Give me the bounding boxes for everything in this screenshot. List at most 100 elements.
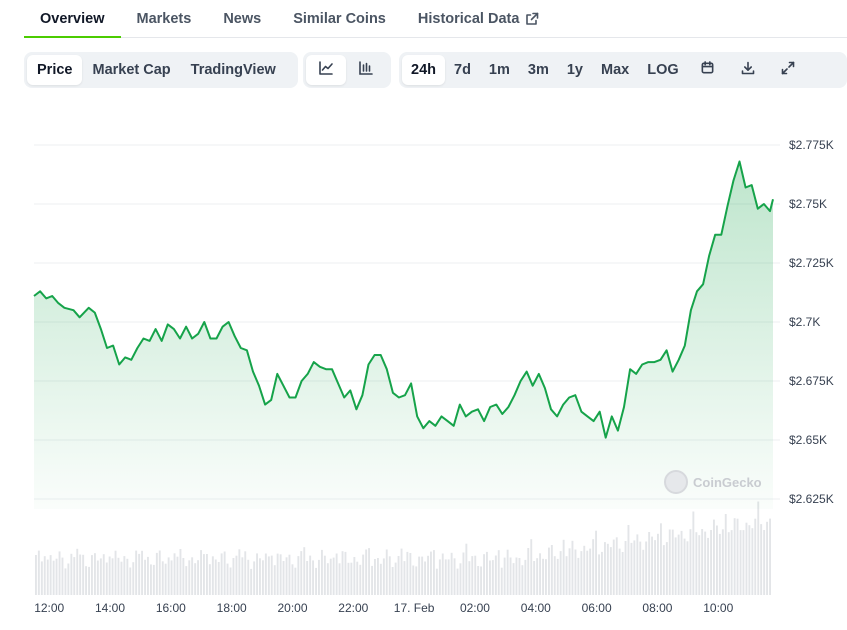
volume-bar <box>674 537 677 595</box>
volume-bar <box>618 548 621 595</box>
volume-bar <box>114 550 117 595</box>
volume-bar <box>262 560 264 595</box>
volume-bar <box>155 552 158 595</box>
line-chart-button[interactable] <box>306 55 346 85</box>
volume-bar <box>713 519 715 595</box>
volume-bar <box>85 566 87 595</box>
tab-markets[interactable]: Markets <box>136 10 192 27</box>
volume-bar <box>412 565 415 595</box>
volume-bar <box>512 563 515 595</box>
volume-bar <box>82 554 85 595</box>
volume-bar <box>282 561 285 595</box>
volume-bar <box>604 542 606 595</box>
volume-bar <box>250 568 253 595</box>
tab-overview[interactable]: Overview <box>24 0 121 38</box>
volume-bar <box>736 518 739 595</box>
watermark-text: CoinGecko <box>693 474 762 490</box>
volume-bar <box>742 530 745 595</box>
volume-bar <box>660 523 662 595</box>
volume-bar <box>465 543 468 595</box>
volume-bar <box>397 556 400 595</box>
x-tick-label: 16:00 <box>156 601 186 615</box>
volume-bar <box>536 558 539 595</box>
tab-bar: Overview Markets News Similar Coins Hist… <box>24 0 847 38</box>
volume-bar <box>639 541 642 595</box>
volume-bar <box>365 549 368 595</box>
candlestick-chart-button[interactable] <box>346 55 386 85</box>
volume-bar <box>441 553 444 595</box>
volume-bar <box>430 551 432 595</box>
volume-bar <box>344 551 347 595</box>
volume-bar <box>353 557 356 595</box>
download-button[interactable] <box>728 55 768 85</box>
volume-bar <box>338 563 341 595</box>
expand-icon <box>780 60 796 81</box>
volume-bar <box>497 550 500 595</box>
volume-bar <box>645 541 648 595</box>
time-range-selector: 24h 7d 1m 3m 1y Max LOG <box>399 52 847 88</box>
volume-bar <box>636 534 639 595</box>
volume-bar <box>662 545 665 595</box>
tradingview-button[interactable]: TradingView <box>190 62 276 78</box>
volume-bar <box>601 551 603 595</box>
y-tick-label: $2.775K <box>789 138 834 152</box>
volume-bar <box>238 549 241 595</box>
volume-bar <box>173 553 176 595</box>
tab-similar-coins[interactable]: Similar Coins <box>293 10 386 27</box>
volume-bar <box>135 550 138 595</box>
volume-bar <box>665 542 668 595</box>
volume-bar <box>206 554 208 595</box>
volume-bar <box>208 564 211 595</box>
volume-bar <box>530 539 533 595</box>
x-tick-label: 02:00 <box>460 601 490 615</box>
volume-bar <box>94 553 96 595</box>
range-max-button[interactable]: Max <box>601 62 630 78</box>
price-chart[interactable]: $2.775K $2.75K $2.725K $2.7K $2.675K $2.65K $2… <box>0 100 847 630</box>
volume-bar <box>61 557 64 595</box>
volume-bar <box>300 551 303 595</box>
volume-bar <box>55 558 58 595</box>
volume-bar <box>235 555 238 595</box>
volume-bar <box>462 552 465 595</box>
volume-bar <box>76 548 79 595</box>
range-24h-button[interactable]: 24h <box>402 55 445 85</box>
tab-historical-data[interactable]: Historical Data <box>402 0 556 37</box>
volume-bar <box>64 568 67 595</box>
range-1m-button[interactable]: 1m <box>488 62 510 78</box>
x-tick-label: 12:00 <box>34 601 64 615</box>
calendar-button[interactable] <box>688 55 728 85</box>
volume-bar <box>671 529 674 595</box>
log-scale-button[interactable]: LOG <box>647 62 679 78</box>
volume-bar <box>329 558 332 595</box>
volume-bar <box>701 529 704 595</box>
volume-bar <box>312 560 314 595</box>
volume-bar <box>615 537 618 595</box>
candlestick-chart-icon <box>358 60 374 81</box>
volume-bar <box>326 563 329 595</box>
coingecko-logo-icon <box>664 470 688 494</box>
range-1y-button[interactable]: 1y <box>566 62 583 78</box>
volume-bar <box>273 565 276 595</box>
volume-bar <box>388 556 391 595</box>
volume-bar <box>161 561 164 595</box>
volume-bar <box>229 567 232 595</box>
volume-bars <box>35 501 771 595</box>
market-cap-button[interactable]: Market Cap <box>92 62 171 78</box>
volume-bar <box>400 548 403 595</box>
price-button[interactable]: Price <box>27 55 83 85</box>
volume-bar <box>518 558 521 595</box>
volume-bar <box>200 550 202 595</box>
volume-bar <box>211 556 214 595</box>
volume-bar <box>188 560 191 595</box>
range-7d-button[interactable]: 7d <box>454 62 471 78</box>
x-axis-labels: 12:00 14:00 16:00 18:00 20:00 22:00 17. Feb 02:… <box>34 601 733 615</box>
expand-button[interactable] <box>768 55 808 85</box>
range-3m-button[interactable]: 3m <box>527 62 549 78</box>
volume-bar <box>692 511 695 595</box>
volume-bar <box>556 558 559 595</box>
volume-bar <box>424 561 426 595</box>
volume-bar <box>624 541 627 595</box>
volume-bar <box>391 567 394 595</box>
volume-bar <box>253 561 256 595</box>
tab-news[interactable]: News <box>223 10 262 27</box>
